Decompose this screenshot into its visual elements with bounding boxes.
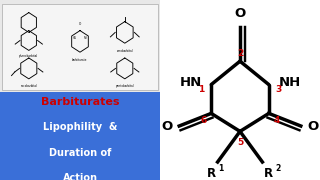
Text: 5: 5 <box>237 138 243 147</box>
Text: Barbiturates: Barbiturates <box>41 97 119 107</box>
Text: 2: 2 <box>276 164 281 173</box>
Text: Duration of: Duration of <box>49 148 111 158</box>
Text: Action: Action <box>62 173 98 180</box>
Text: Lipophility  &: Lipophility & <box>43 122 117 132</box>
Text: R: R <box>264 167 273 180</box>
Text: 1: 1 <box>218 164 223 173</box>
Text: 1: 1 <box>198 86 205 94</box>
Text: NH: NH <box>84 36 87 40</box>
Text: pentobarbital: pentobarbital <box>116 84 134 88</box>
Bar <box>2 4 158 90</box>
Text: R: R <box>207 167 216 180</box>
Text: NH: NH <box>278 76 301 89</box>
Bar <box>0 0 160 92</box>
Text: secobarbital: secobarbital <box>20 84 37 88</box>
Text: 3: 3 <box>275 86 282 94</box>
Text: O: O <box>162 120 173 132</box>
Text: 2: 2 <box>237 50 243 59</box>
Text: amobarbital: amobarbital <box>116 49 133 53</box>
Text: phenobarbital: phenobarbital <box>19 54 38 58</box>
Bar <box>0 92 160 180</box>
Text: 6: 6 <box>200 116 206 125</box>
Text: HN: HN <box>179 76 202 89</box>
Text: O: O <box>307 120 318 132</box>
Text: HN: HN <box>73 36 76 40</box>
Text: O: O <box>79 22 81 26</box>
Text: 4: 4 <box>274 116 280 125</box>
Text: barbiturate: barbiturate <box>72 58 88 62</box>
Text: O: O <box>234 7 246 20</box>
